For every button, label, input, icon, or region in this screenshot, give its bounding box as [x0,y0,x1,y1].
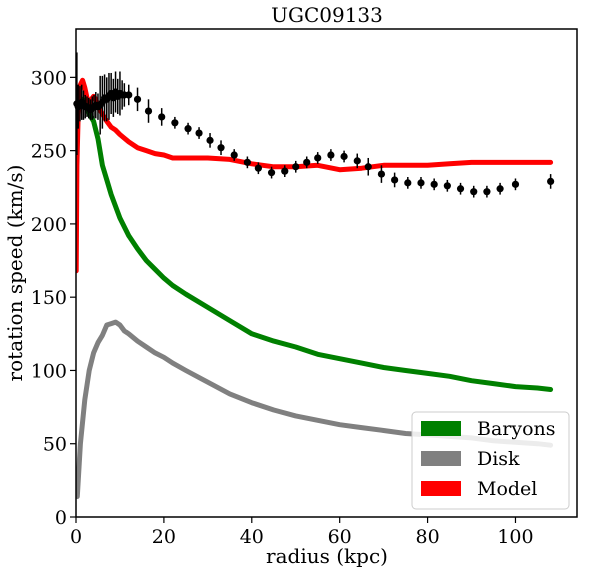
data-point [456,182,465,195]
data-point [327,149,335,161]
point-marker [547,177,555,186]
data-point [417,177,425,189]
x-tick-label: 0 [70,526,82,548]
x-tick-label: 20 [152,526,176,548]
point-marker [243,158,251,166]
plot-frame [75,28,578,518]
point-marker [470,188,478,196]
point-marker [391,176,399,184]
point-marker [353,157,361,165]
point-marker [483,188,491,196]
point-marker [254,164,262,172]
y-tick-label: 250 [31,141,67,163]
data-point [430,178,438,191]
data-point [404,177,412,189]
legend-label-disk: Disk [477,448,520,470]
data-point [206,133,214,148]
point-marker [496,185,504,193]
data-point [171,116,179,129]
point-marker [314,154,322,162]
data-point [144,99,153,123]
y-axis-ticks: 0 50 100 150 200 250 300 [31,67,76,529]
data-point [217,140,225,156]
y-tick-label: 150 [31,287,67,309]
point-marker [217,144,225,152]
point-marker [511,180,520,188]
data-point [353,153,361,169]
legend-swatch-model [421,481,461,496]
data-point [158,108,166,126]
point-marker [281,167,289,175]
x-tick-label: 60 [328,526,352,548]
point-marker [404,179,412,187]
y-tick-label: 50 [43,434,67,456]
data-point [195,127,203,139]
legend-label-baryons: Baryons [477,418,556,440]
data-point [496,182,504,195]
point-marker [144,107,153,115]
data-point [511,178,520,191]
data-point [184,122,192,135]
point-marker [267,169,276,177]
data-point [377,165,386,183]
point-marker [417,179,425,187]
point-marker [195,129,203,137]
data-point [547,174,555,189]
y-tick-label: 0 [55,507,67,529]
point-marker [158,113,166,121]
point-marker [171,119,179,127]
data-point [254,162,262,175]
y-tick-label: 100 [31,360,67,382]
data-point [230,149,238,161]
x-axis-label: radius (kpc) [266,544,388,568]
data-point [243,156,251,169]
y-tick-label: 200 [31,214,67,236]
data-point [470,185,478,198]
chart-title: UGC09133 [271,3,383,27]
legend-swatch-disk [421,451,461,466]
y-tick-label: 300 [31,67,67,89]
point-marker [230,151,238,159]
data-point [292,160,300,173]
point-marker [206,136,214,144]
point-marker [292,163,300,171]
point-marker [303,158,311,166]
data-point [340,150,348,163]
point-marker [430,180,438,188]
data-point [391,172,399,188]
point-marker [125,91,133,99]
data-point [267,166,276,179]
point-marker [340,152,348,161]
series-line-model [76,77,554,274]
legend-swatch-baryons [421,421,461,436]
data-point [303,156,311,169]
point-marker [443,182,451,190]
point-marker [327,151,335,159]
data-point [314,152,322,164]
point-marker [133,95,142,103]
point-marker [364,163,372,171]
data-point [483,185,491,198]
point-marker [377,170,386,178]
data-point [364,157,372,176]
x-axis-ticks: 0 20 40 60 80 100 [70,517,534,548]
point-marker [456,185,465,193]
x-tick-label: 80 [415,526,439,548]
y-axis-label: rotation speed (km/s) [3,165,27,382]
data-point [133,87,142,112]
x-tick-label: 40 [240,526,264,548]
observations-layer [73,52,555,198]
data-point [125,84,133,106]
data-point [281,165,289,178]
legend-label-model: Model [477,478,537,500]
legend: Baryons Disk Model [411,411,570,510]
point-marker [184,125,192,133]
data-point [443,179,451,192]
x-tick-label: 100 [497,526,533,548]
